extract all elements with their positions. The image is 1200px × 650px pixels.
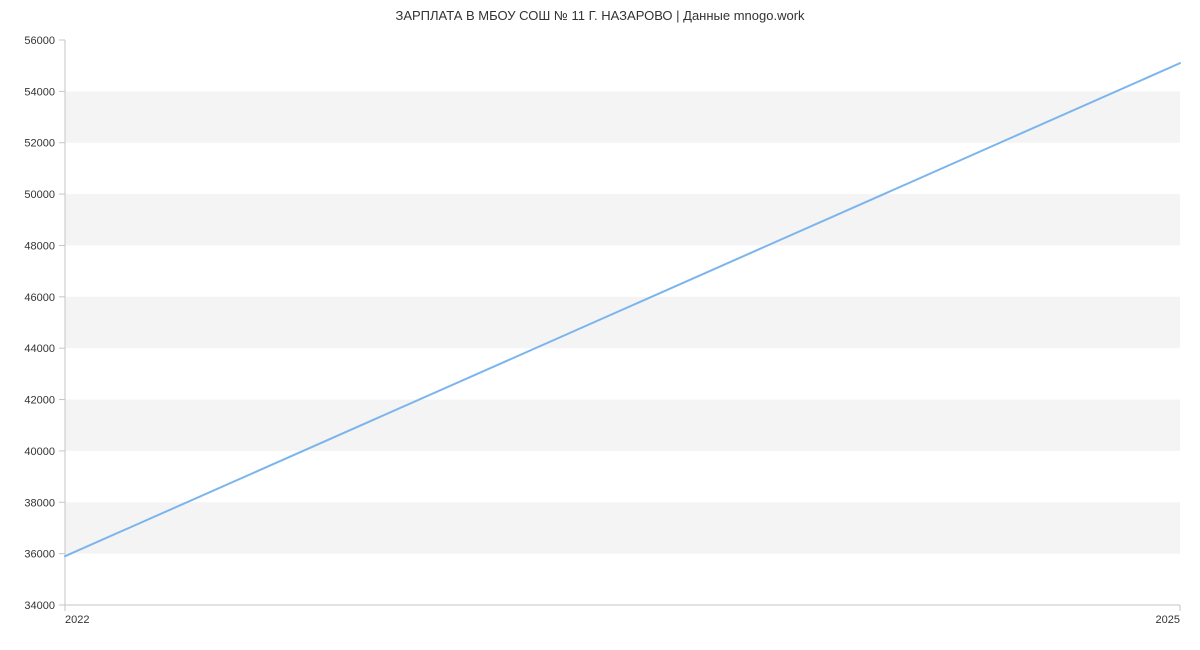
y-tick-label: 46000 [24, 292, 55, 304]
chart-svg: 34000 36000 38000 40000 42000 44000 46000 48000… [0, 0, 1200, 650]
y-tick-label: 50000 [24, 189, 55, 201]
y-tick-label: 38000 [24, 497, 55, 509]
y-tick-label: 40000 [24, 446, 55, 458]
plot-band [65, 502, 1180, 553]
x-tick-label: 2022 [65, 614, 89, 626]
y-tick-label: 34000 [24, 600, 55, 612]
plot-band [65, 297, 1180, 348]
plot-band [65, 91, 1180, 142]
y-tick-label: 52000 [24, 138, 55, 150]
x-tick-label: 2025 [1156, 614, 1180, 626]
y-tick-label: 56000 [24, 35, 55, 47]
salary-line-chart: ЗАРПЛАТА В МБОУ СОШ № 11 Г. НАЗАРОВО | Д… [0, 0, 1200, 650]
plot-band [65, 194, 1180, 245]
y-tick-label: 42000 [24, 395, 55, 407]
y-tick-label: 36000 [24, 549, 55, 561]
y-tick-label: 48000 [24, 240, 55, 252]
y-tick-label: 54000 [24, 86, 55, 98]
y-tick-label: 44000 [24, 343, 55, 355]
chart-title: ЗАРПЛАТА В МБОУ СОШ № 11 Г. НАЗАРОВО | Д… [0, 8, 1200, 23]
plot-band [65, 400, 1180, 451]
